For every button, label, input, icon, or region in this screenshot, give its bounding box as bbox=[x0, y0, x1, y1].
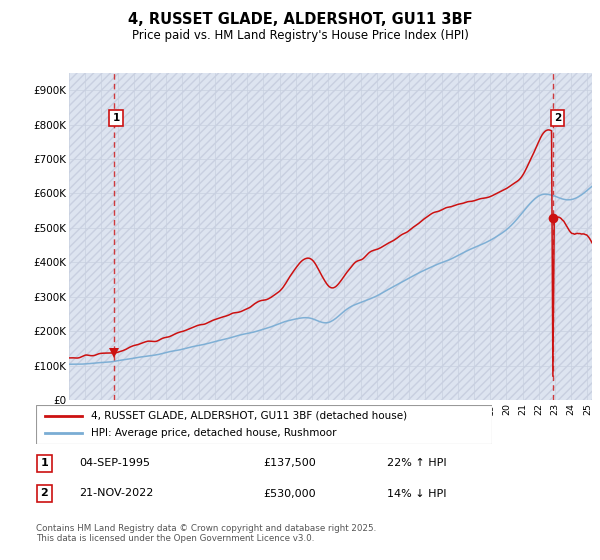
Text: 1: 1 bbox=[40, 459, 48, 468]
Text: 4, RUSSET GLADE, ALDERSHOT, GU11 3BF (detached house): 4, RUSSET GLADE, ALDERSHOT, GU11 3BF (de… bbox=[91, 410, 407, 421]
Text: 4, RUSSET GLADE, ALDERSHOT, GU11 3BF: 4, RUSSET GLADE, ALDERSHOT, GU11 3BF bbox=[128, 12, 472, 27]
Text: 22% ↑ HPI: 22% ↑ HPI bbox=[387, 459, 446, 468]
Text: 21-NOV-2022: 21-NOV-2022 bbox=[79, 488, 154, 498]
Text: £530,000: £530,000 bbox=[263, 488, 316, 498]
Text: Price paid vs. HM Land Registry's House Price Index (HPI): Price paid vs. HM Land Registry's House … bbox=[131, 29, 469, 42]
Text: 14% ↓ HPI: 14% ↓ HPI bbox=[387, 488, 446, 498]
Text: 2: 2 bbox=[40, 488, 48, 498]
Text: 04-SEP-1995: 04-SEP-1995 bbox=[79, 459, 150, 468]
Text: HPI: Average price, detached house, Rushmoor: HPI: Average price, detached house, Rush… bbox=[91, 428, 336, 438]
Text: Contains HM Land Registry data © Crown copyright and database right 2025.
This d: Contains HM Land Registry data © Crown c… bbox=[36, 524, 376, 543]
Text: 1: 1 bbox=[112, 113, 119, 123]
Text: 2: 2 bbox=[554, 113, 561, 123]
Text: £137,500: £137,500 bbox=[263, 459, 316, 468]
